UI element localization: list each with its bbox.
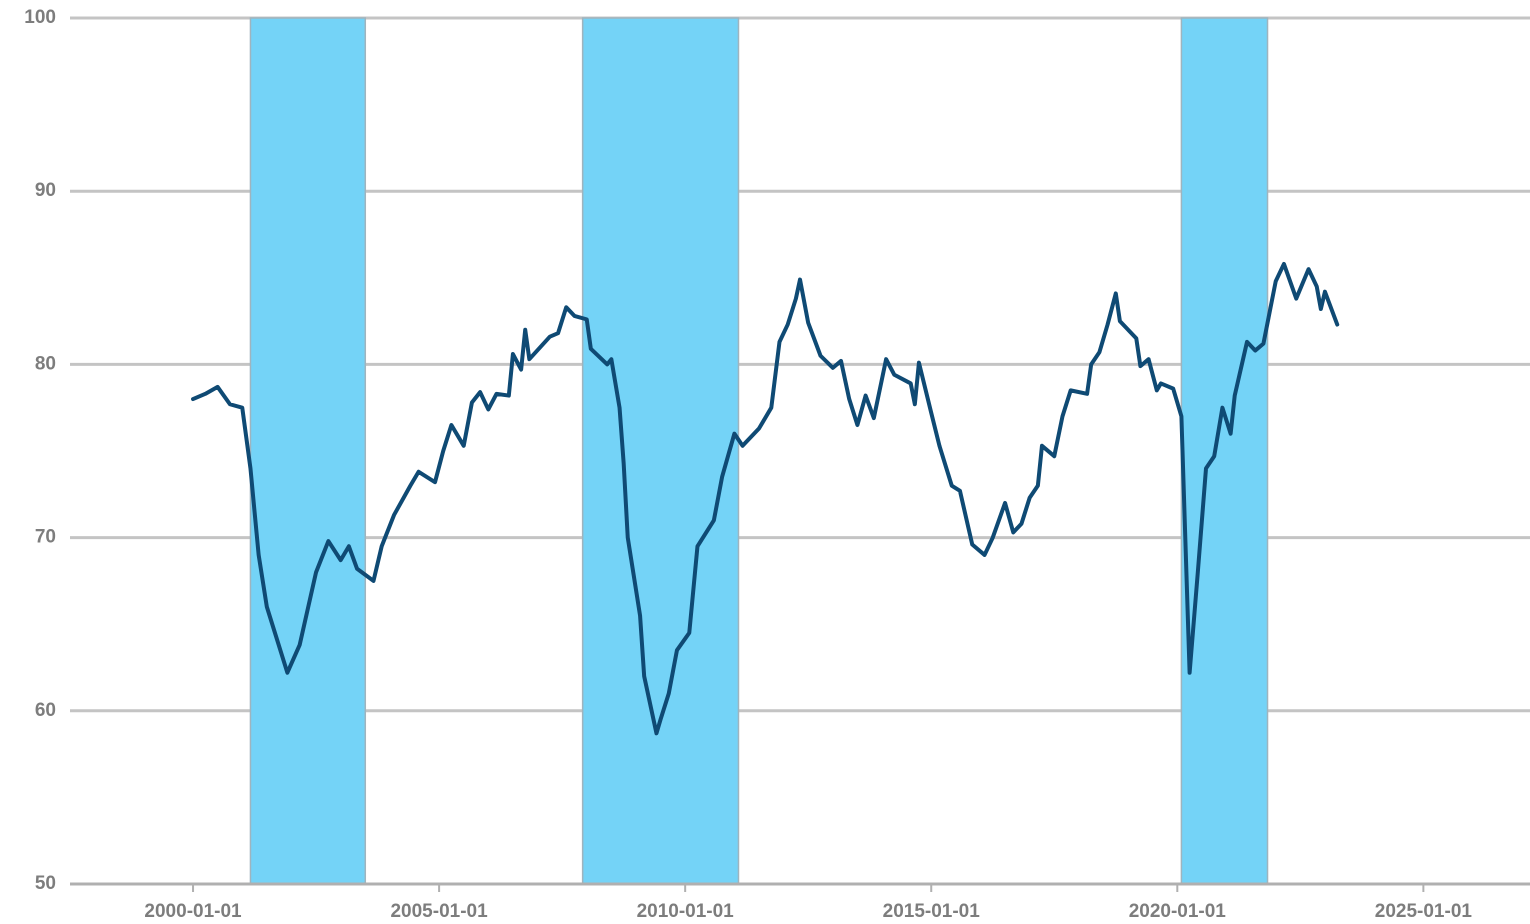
shaded-period: [1180, 17, 1269, 885]
y-tick-label: 60: [35, 700, 56, 721]
y-tick-label: 50: [35, 873, 56, 894]
x-tick-label: 2005-01-01: [390, 901, 488, 922]
y-tick-label: 90: [35, 180, 56, 201]
data-line: [191, 261, 1340, 736]
x-tick-label: 2020-01-01: [1129, 901, 1227, 922]
x-tick-label: 2025-01-01: [1375, 901, 1473, 922]
x-tick-label: 2000-01-01: [144, 901, 242, 922]
y-tick-label: 70: [35, 527, 56, 548]
shaded-period: [249, 17, 367, 885]
y-tick-label: 80: [35, 353, 56, 374]
y-tick-label: 100: [24, 7, 56, 28]
x-tick-label: 2010-01-01: [637, 901, 735, 922]
shaded-period: [581, 17, 740, 885]
x-tick-label: 2015-01-01: [883, 901, 981, 922]
